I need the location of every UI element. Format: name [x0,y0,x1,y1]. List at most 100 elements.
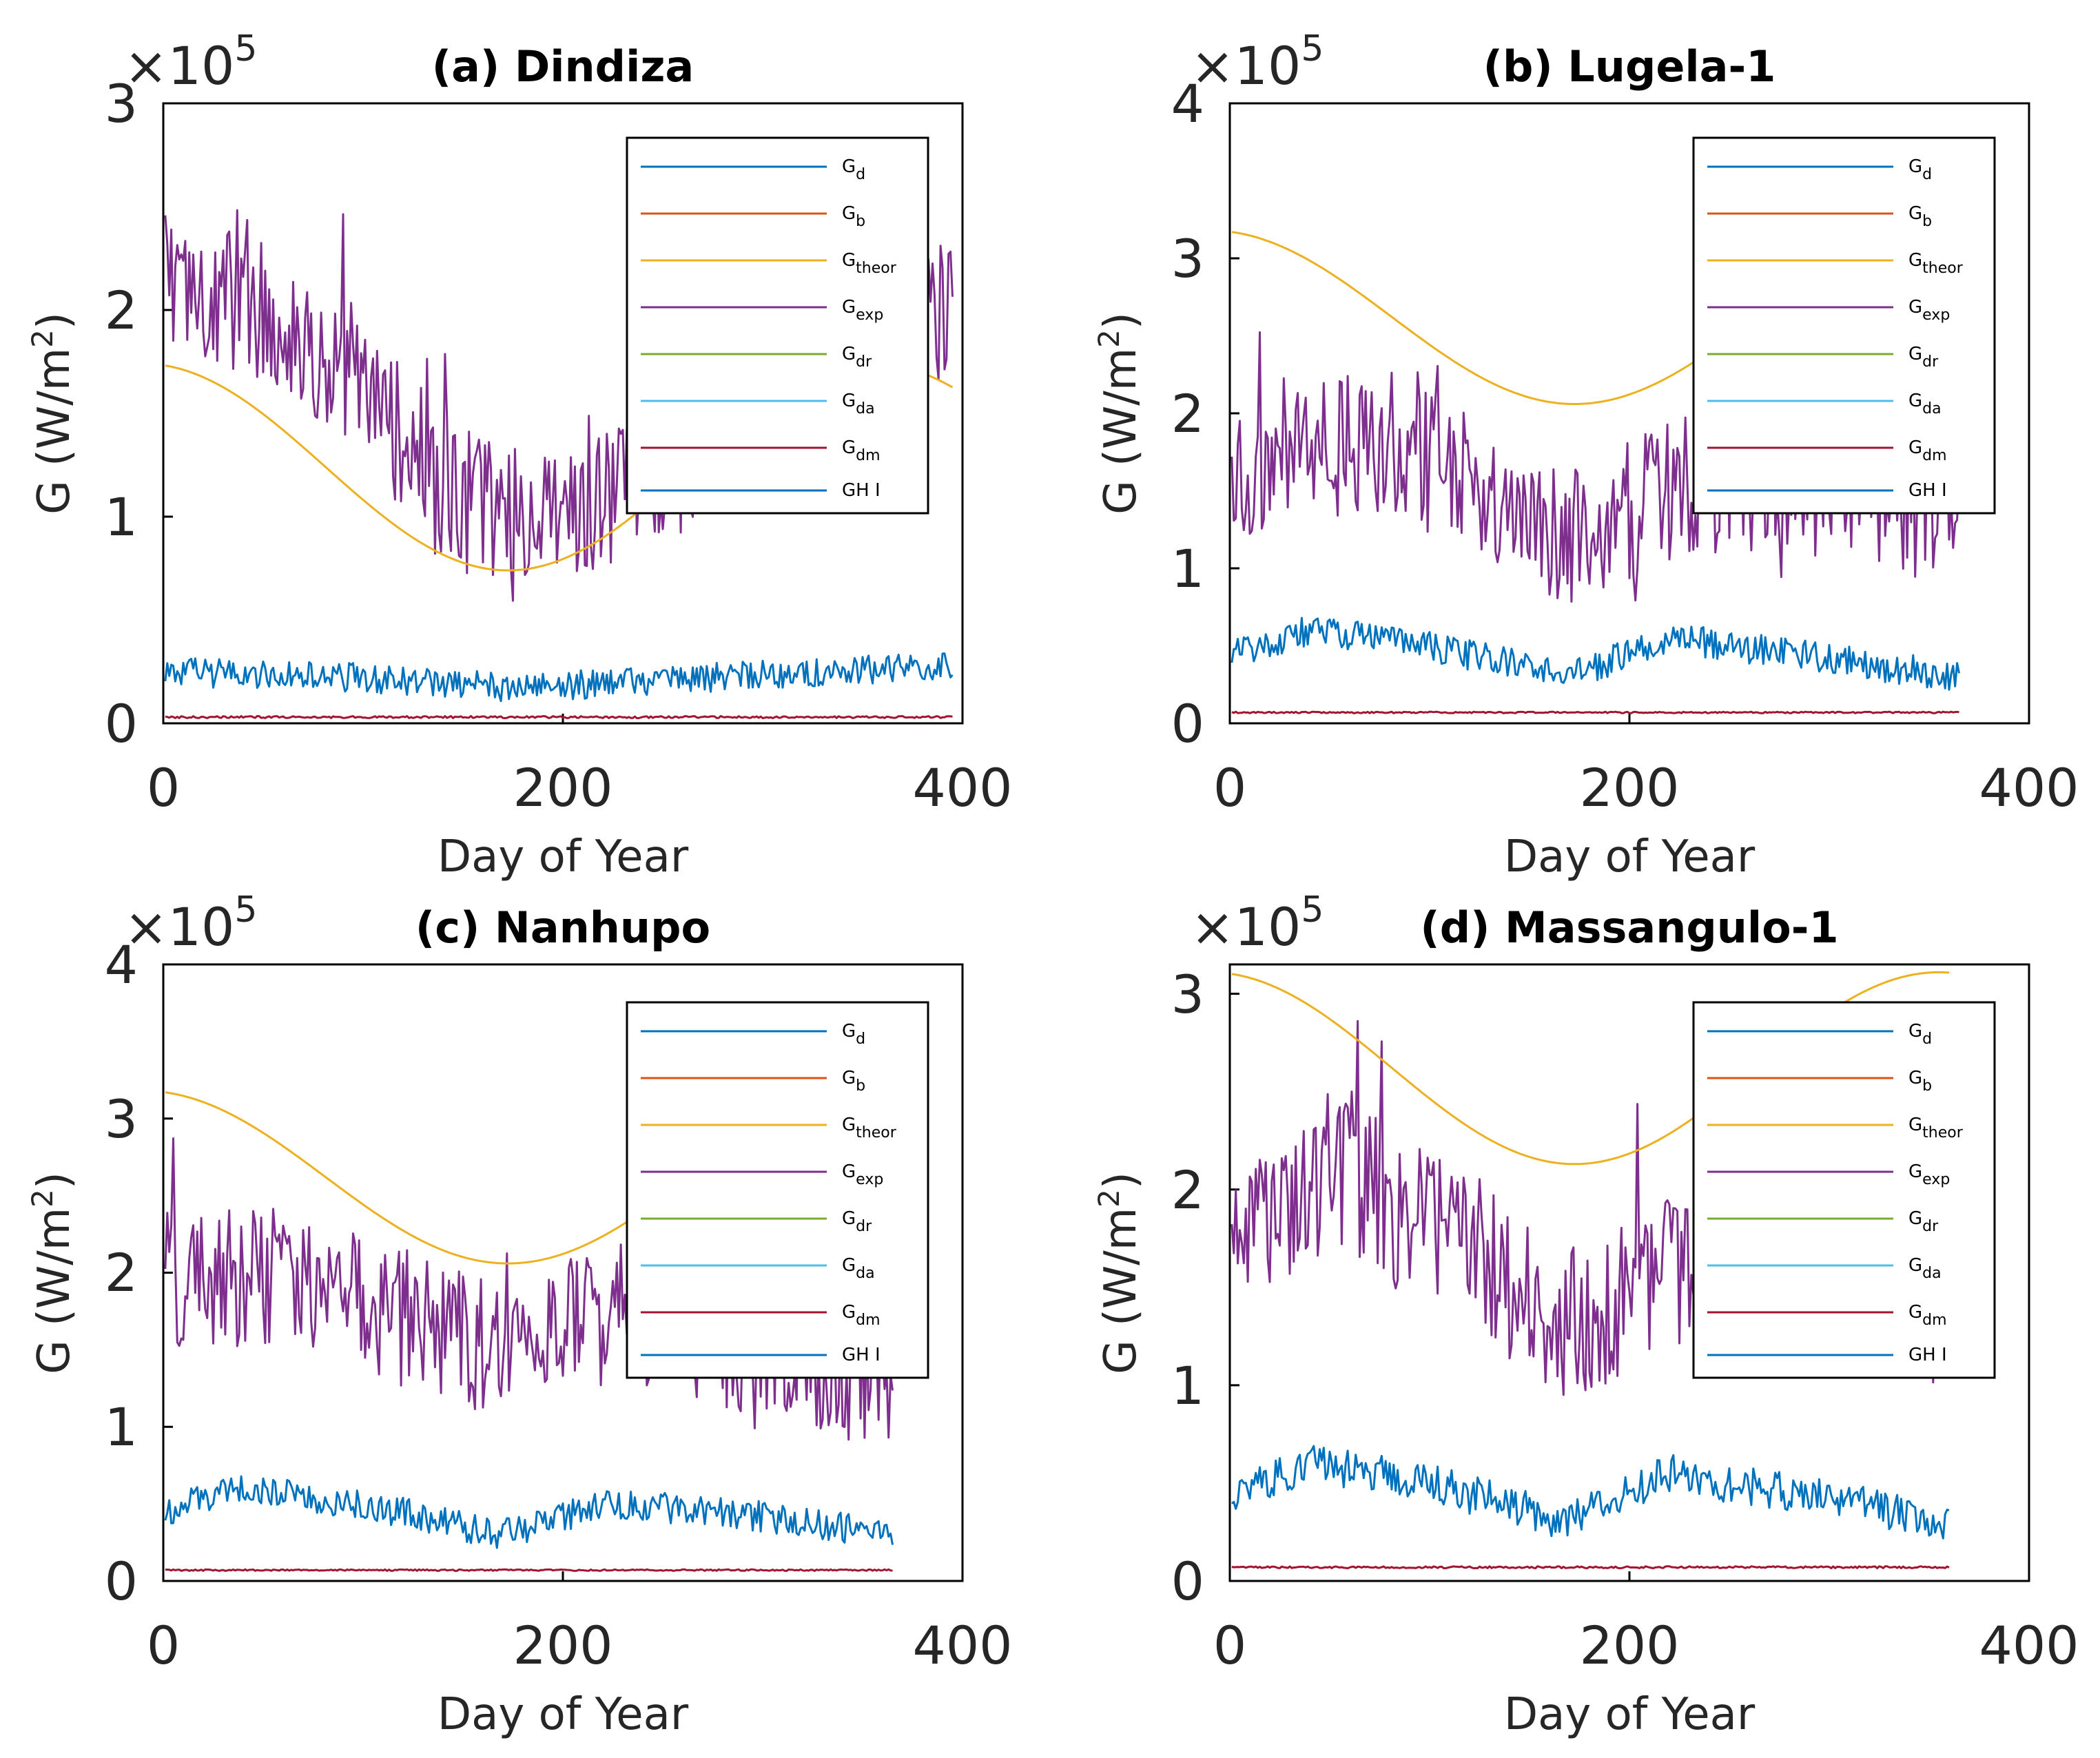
panel-a-ytick-1: 1 [105,486,138,548]
panel-c-legend-entry-gb: Gb [641,1068,865,1095]
panel-d-series-gdm [1231,1565,1950,1569]
panel-d-legend-entry-gtheor: Gtheor [1707,1115,1964,1141]
panel-c-legend-entry-gda: Gda [641,1255,875,1282]
panel-d-ylabel: G (W/m2) [1092,1172,1146,1374]
svg-text:GH I: GH I [1908,480,1947,501]
panel-b-legend-entry-gdm: Gdm [1707,437,1947,464]
svg-text:Gdm: Gdm [1908,1302,1947,1329]
panel-c-exponent: ×105 [124,889,257,958]
panel-c-series-gdm [165,1568,893,1572]
panel-b-legend-entry-gb: Gb [1707,203,1932,230]
svg-text:Gb: Gb [1908,203,1932,230]
svg-text:Gdr: Gdr [1908,344,1939,371]
panel-c-xtick-0: 0 [147,1615,180,1676]
panel-d-legend: Gd Gb Gtheor Gexp Gdr Gda Gdm GH I [1692,1001,1996,1379]
panel-b-xtick-200: 200 [1579,757,1679,818]
svg-text:GH I: GH I [842,480,881,501]
panel-c-ytick-2: 2 [105,1242,138,1303]
panel-b-legend-entry-gda: Gda [1707,391,1942,417]
panel-d-legend-entry-gb: Gb [1707,1068,1932,1095]
panel-a-legend-entry-gdm: Gdm [641,437,881,464]
svg-text:Gexp: Gexp [842,1161,883,1188]
panel-c-xlabel: Day of Year [438,1689,689,1740]
panel-a-xtick-0: 0 [147,757,180,818]
panel-a-legend-entry-gb: Gb [641,203,865,230]
panel-c-series-ghi [164,1475,894,1549]
panel-c-title: (c) Nanhupo [415,902,710,953]
panel-c-legend-entry-gexp: Gexp [641,1161,883,1188]
panel-d-legend-entry-gda: Gda [1707,1255,1942,1282]
panel-c-ytick-0: 0 [105,1551,138,1612]
panel-b-legend-entry-gexp: Gexp [1707,297,1950,324]
panel-c-xtick-400: 400 [912,1615,1012,1676]
svg-text:Gdm: Gdm [842,1302,881,1329]
panel-c-ytick-1: 1 [105,1396,138,1458]
panel-c: (c) Nanhupo ×105 Day of Year G (W/m2) 0 … [25,889,1013,1740]
panel-b-xlabel: Day of Year [1504,831,1756,882]
panel-b-ytick-4: 4 [1171,73,1204,134]
svg-text:Gda: Gda [1908,391,1942,417]
svg-text:Gd: Gd [1908,1021,1932,1048]
panel-b: (b) Lugela-1 ×105 Day of Year G (W/m2) 0… [1092,28,2079,882]
panel-c-legend-entry-gdr: Gdr [641,1208,872,1235]
panel-d-xlabel: Day of Year [1504,1689,1756,1740]
svg-text:Gb: Gb [1908,1068,1932,1095]
svg-text:Gb: Gb [842,1068,865,1095]
svg-text:Gdm: Gdm [1908,437,1947,464]
panel-a-ylabel: G (W/m2) [25,312,80,515]
panel-d: (d) Massangulo-1 ×105 Day of Year G (W/m… [1092,889,2079,1740]
panel-a-legend-entry-gda: Gda [641,391,875,417]
panel-b-ylabel: G (W/m2) [1092,312,1146,515]
panel-b-xtick-0: 0 [1213,757,1246,818]
panel-c-legend-entry-gd: Gd [641,1021,865,1048]
panel-b-ytick-3: 3 [1171,228,1204,289]
panel-d-ytick-1: 1 [1171,1355,1204,1416]
svg-text:Gd: Gd [842,156,865,183]
panel-d-xtick-0: 0 [1213,1615,1246,1676]
svg-text:Gtheor: Gtheor [842,1115,897,1141]
panel-c-ytick-3: 3 [105,1088,138,1150]
svg-text:Gb: Gb [842,203,865,230]
panel-d-exponent: ×105 [1191,889,1324,958]
panel-c-y-ticks: 0 1 2 3 4 [105,934,138,1612]
panel-c-legend: Gd Gb Gtheor Gexp Gdr Gda Gdm GH I [626,1001,929,1379]
svg-text:Gda: Gda [842,1255,875,1282]
svg-text:Gtheor: Gtheor [1908,1115,1964,1141]
panel-d-xtick-200: 200 [1579,1615,1679,1676]
panel-c-axes-box [162,963,964,1582]
panel-d-legend-entry-gexp: Gexp [1707,1161,1950,1188]
panel-d-title: (d) Massangulo-1 [1420,902,1838,953]
svg-text:GH I: GH I [842,1345,881,1365]
panel-b-legend: Gd Gb Gtheor Gexp Gdr Gda Gdm GH I [1692,136,1996,515]
panel-a-x-ticks: 0 200 400 [147,757,1013,818]
panel-a-legend-entry-gtheor: Gtheor [641,250,897,277]
panel-b-y-ticks: 0 1 2 3 4 [1171,73,1204,754]
panel-a: (a) Dindiza ×105 Day of Year G (W/m2) 0 … [25,28,1013,882]
svg-text:Gdr: Gdr [1908,1208,1939,1235]
panel-a-legend-entry-ghi: GH I [641,480,881,501]
svg-text:Gdm: Gdm [842,437,881,464]
panel-b-legend-entry-ghi: GH I [1707,480,1947,501]
panel-d-x-ticks: 0 200 400 [1213,1615,2079,1676]
panel-a-xtick-400: 400 [912,757,1012,818]
panel-b-xtick-400: 400 [1979,757,2079,818]
panel-c-xtick-200: 200 [513,1615,612,1676]
panel-d-ytick-0: 0 [1171,1551,1204,1612]
svg-text:Gd: Gd [842,1021,865,1048]
panel-b-legend-entry-gtheor: Gtheor [1707,250,1964,277]
svg-text:Gexp: Gexp [842,297,883,324]
svg-text:Gtheor: Gtheor [1908,250,1964,277]
panel-a-y-ticks: 0 1 2 3 [105,73,138,754]
panel-b-exponent: ×105 [1191,28,1324,96]
panel-b-legend-entry-gdr: Gdr [1707,344,1939,371]
panel-d-axes-box [1228,963,2030,1582]
panel-a-series-ghi [164,652,954,703]
panel-b-series-ghi [1231,617,1960,691]
panel-a-legend: Gd Gb Gtheor Gexp Gdr Gda Gdm GH I [626,136,929,515]
panel-a-legend-entry-gd: Gd [641,156,865,183]
panel-a-exponent: ×105 [124,28,257,96]
svg-text:Gda: Gda [842,391,875,417]
panel-a-legend-entry-gexp: Gexp [641,297,883,324]
panel-a-series-gdm [165,715,953,719]
panel-d-legend-entry-gdr: Gdr [1707,1208,1939,1235]
